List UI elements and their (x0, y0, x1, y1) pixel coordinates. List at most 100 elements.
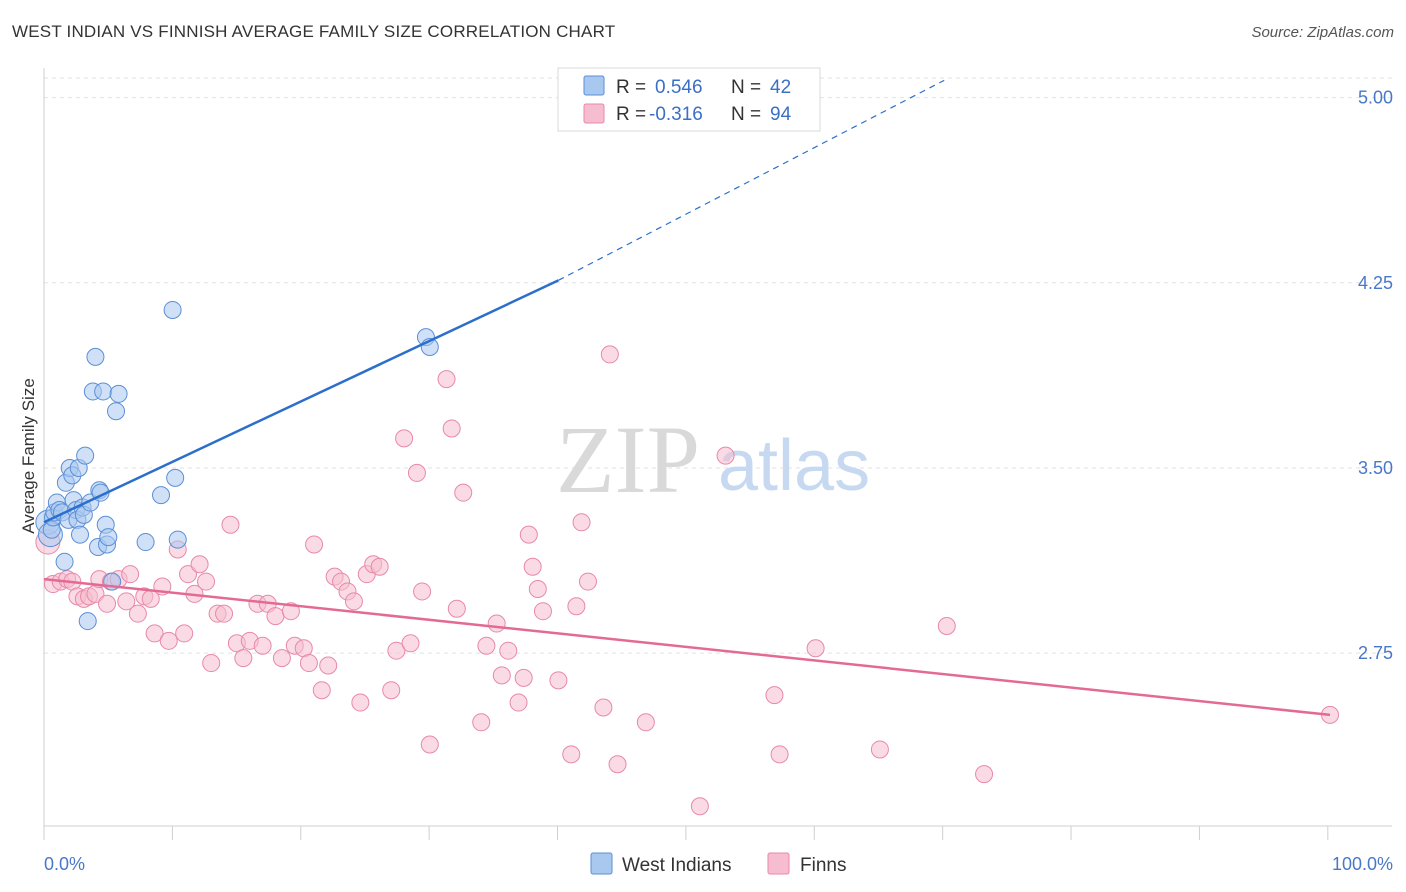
legend-n-label-1: N = (731, 77, 761, 98)
finns-point (472, 713, 491, 732)
finns-point (413, 582, 432, 601)
finns-point (202, 654, 221, 673)
y-tick-label: 4.25 (1358, 273, 1393, 293)
finns-point (305, 535, 324, 554)
finns-point (281, 602, 300, 621)
west-indians-point (94, 382, 113, 401)
finns-point (514, 668, 533, 687)
finns-point (159, 631, 178, 650)
finns-point (447, 599, 466, 618)
finns-point (266, 607, 285, 626)
source-label: Source: ZipAtlas.com (1251, 24, 1394, 41)
finns-point (806, 639, 825, 658)
finns-point (179, 565, 198, 584)
gridlines: 2.75 3.50 4.25 5.00 (44, 77, 1393, 663)
finns-point (420, 735, 439, 754)
finns-point (299, 654, 318, 673)
west-indians-point (55, 552, 74, 571)
finns-point (608, 755, 627, 774)
finns-point (509, 693, 528, 712)
finns-point (442, 419, 461, 438)
finns-point (519, 525, 538, 544)
finns-point (562, 745, 581, 764)
finns-point (975, 765, 994, 784)
finns-points (35, 345, 1339, 816)
trend-lines (43, 79, 1331, 717)
y-tick-label: 2.75 (1358, 643, 1393, 663)
finns-point (636, 713, 655, 732)
west-indians-point (166, 468, 185, 487)
chart-title: WEST INDIAN VS FINNISH AVERAGE FAMILY SI… (12, 22, 616, 41)
finns-point (175, 624, 194, 643)
watermark-zip: ZIP (556, 406, 700, 513)
correlation-legend: R = 0.546 N = 42 R = -0.316 N = 94 (557, 67, 821, 132)
finns-point (319, 656, 338, 675)
finns-point (387, 641, 406, 660)
finns-point (351, 693, 370, 712)
finns-point (234, 649, 253, 668)
west-indians-point (107, 402, 126, 421)
finns-point (190, 555, 209, 574)
finns-point (870, 740, 889, 759)
legend-n-label-2: N = (731, 104, 761, 125)
finns-point (765, 686, 784, 705)
west-indians-points (35, 300, 439, 631)
finns-point (197, 572, 216, 591)
finns-point (145, 624, 164, 643)
finns-point (215, 604, 234, 623)
finns-point (594, 698, 613, 717)
west-indians-trend-line (43, 279, 559, 524)
west-indians-point (71, 525, 90, 544)
finns-point (523, 557, 542, 576)
west-indians-point (152, 486, 171, 505)
finns-point (600, 345, 619, 364)
watermark: ZIP atlas (556, 406, 870, 513)
finns-point (578, 572, 597, 591)
finns-point (533, 602, 552, 621)
finns-point (344, 592, 363, 611)
y-tick-label: 3.50 (1358, 458, 1393, 478)
finns-point (567, 597, 586, 616)
finns-point (937, 617, 956, 636)
y-axis-title: Average Family Size (19, 378, 38, 534)
finns-point (98, 594, 117, 613)
finns-point (272, 649, 291, 668)
west-indians-point (163, 300, 182, 319)
legend-r-value-2: -0.316 (649, 104, 703, 125)
finns-point (454, 483, 473, 502)
legend-r-label-1: R = (616, 77, 646, 98)
west-indians-point (168, 530, 187, 549)
legend-r-value-1: 0.546 (655, 77, 703, 98)
finns-point (770, 745, 789, 764)
finns-point (407, 463, 426, 482)
west-indians-point (76, 446, 95, 465)
finns-point (477, 636, 496, 655)
finns-point (549, 671, 568, 690)
legend-n-value-2: 94 (770, 104, 792, 125)
bottom-swatch-west-indians (590, 852, 613, 875)
finns-point (312, 681, 331, 700)
finns-point (128, 604, 147, 623)
west-indians-point (78, 612, 97, 631)
finns-point (690, 797, 709, 816)
finns-point (528, 579, 547, 598)
finns-point (492, 666, 511, 685)
axes (43, 68, 1392, 840)
finns-point (395, 429, 414, 448)
west-indians-point (86, 347, 105, 366)
finns-point (121, 565, 140, 584)
finns-point (253, 636, 272, 655)
legend-n-value-1: 42 (770, 77, 791, 98)
bottom-swatch-finns (767, 852, 790, 875)
series-legend: West Indians Finns (590, 852, 846, 876)
bottom-legend-west-indians: West Indians (622, 855, 731, 876)
bottom-legend-finns: Finns (800, 855, 846, 876)
finns-point (382, 681, 401, 700)
watermark-atlas: atlas (718, 426, 870, 506)
finns-point (499, 641, 518, 660)
y-tick-label: 5.00 (1358, 88, 1393, 108)
legend-r-label-2: R = (616, 104, 646, 125)
x-tick-label-min: 0.0% (44, 854, 85, 874)
finns-point (401, 634, 420, 653)
legend-swatch-pink (583, 103, 605, 124)
